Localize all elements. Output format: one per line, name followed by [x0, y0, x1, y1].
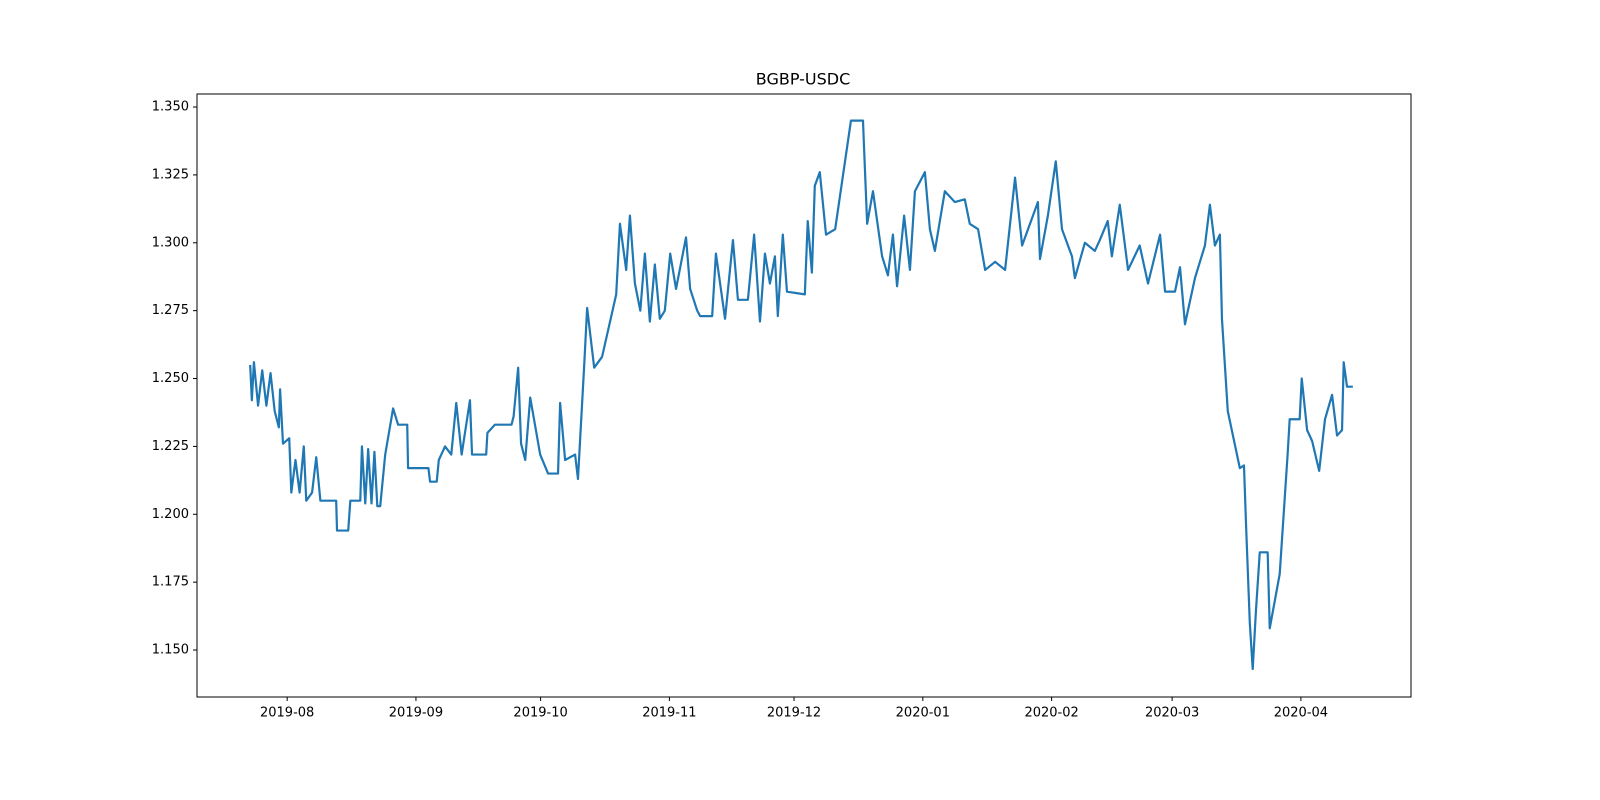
x-tick-label: 2020-01 — [896, 706, 950, 721]
plot-frame — [196, 93, 1412, 698]
x-tick-label: 2019-12 — [767, 706, 821, 721]
x-tick-label: 2019-08 — [260, 706, 314, 721]
y-tick-label: 1.275 — [152, 303, 189, 318]
x-tick-label: 2020-03 — [1145, 706, 1199, 721]
x-tick-label: 2019-10 — [513, 706, 567, 721]
data-line — [249, 119, 1353, 671]
x-tick-label: 2020-04 — [1274, 706, 1328, 721]
x-tick-label: 2020-02 — [1024, 706, 1078, 721]
y-tick-label: 1.250 — [152, 371, 189, 386]
y-tick-label: 1.300 — [152, 235, 189, 250]
y-tick-label: 1.150 — [152, 643, 189, 658]
y-tick-label: 1.175 — [152, 575, 189, 590]
y-tick-label: 1.350 — [152, 100, 189, 115]
x-tick-label: 2019-11 — [642, 706, 696, 721]
y-tick-label: 1.325 — [152, 167, 189, 182]
y-tick-label: 1.225 — [152, 439, 189, 454]
y-tick-label: 1.200 — [152, 507, 189, 522]
x-tick-label: 2019-09 — [389, 706, 443, 721]
chart-title: BGBP-USDC — [756, 70, 851, 89]
